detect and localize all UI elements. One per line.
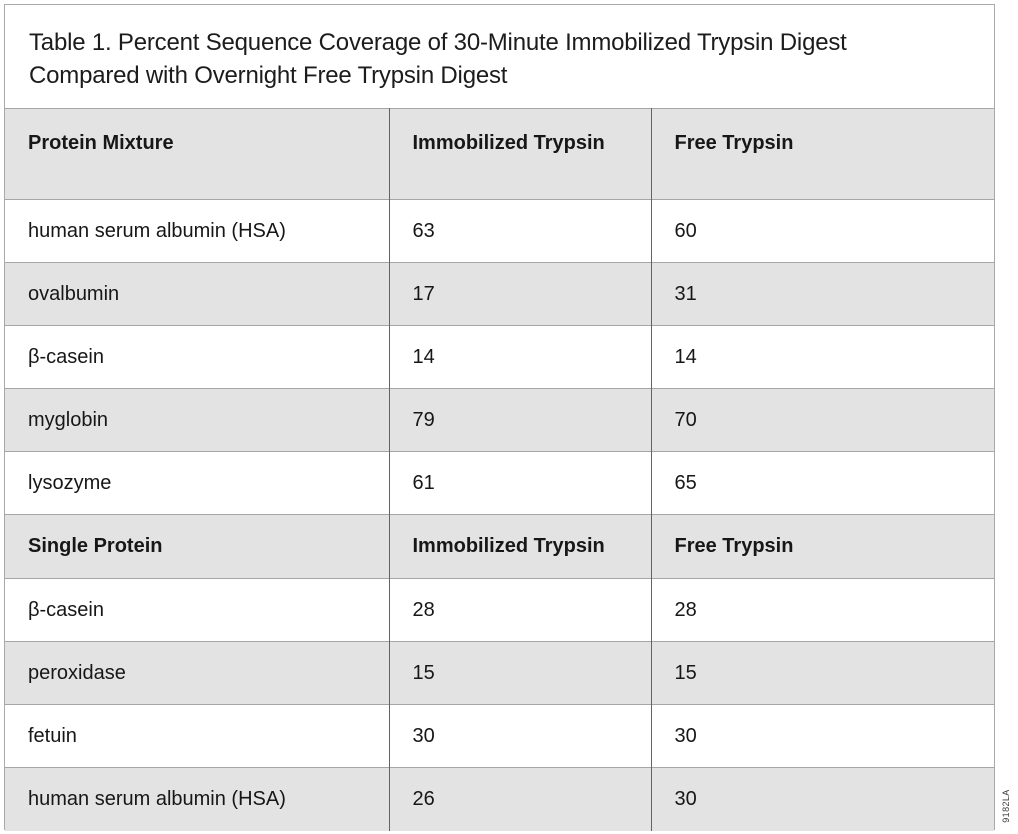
cell-free-value: 15: [674, 661, 697, 684]
cell-immobilized-value: 17: [389, 262, 652, 326]
cell-protein: myglobin: [5, 388, 390, 452]
table-row: peroxidase 15 15: [5, 641, 994, 705]
cell-immobilized-value: 30: [389, 704, 652, 768]
sequence-coverage-table: Protein Mixture Immobilized Trypsin Free…: [5, 108, 994, 831]
table-row: β-casein 14 14: [5, 325, 994, 389]
cell-immobilized-value: 14: [389, 325, 652, 389]
table-row: β-casein 28 28: [5, 578, 994, 642]
cell-protein: lysozyme: [5, 451, 390, 515]
cell-protein: fetuin: [5, 704, 390, 768]
header-row-single-protein: Single Protein Immobilized Trypsin Free …: [5, 514, 994, 579]
table-row: myglobin 79 70: [5, 388, 994, 452]
header-row-protein-mixture: Protein Mixture Immobilized Trypsin Free…: [5, 108, 994, 200]
column-header-single-protein: Single Protein: [5, 514, 390, 579]
figure-id-watermark: 9182LA: [1001, 789, 1011, 823]
cell-protein: human serum albumin (HSA): [5, 199, 390, 263]
cell-immobilized-value: 63: [389, 199, 652, 263]
cell-free-value: 31: [674, 282, 697, 305]
cell-immobilized-value: 26: [389, 767, 652, 831]
cell-protein: ovalbumin: [5, 262, 390, 326]
column-header-immobilized-trypsin: Immobilized Trypsin: [389, 108, 652, 200]
cell-protein: β-casein: [5, 325, 390, 389]
table-row: fetuin 30 30: [5, 704, 994, 768]
cell-free-value: 60: [674, 219, 697, 242]
cell-protein: human serum albumin (HSA): [5, 767, 390, 831]
table-row: ovalbumin 17 31: [5, 262, 994, 326]
table-row: lysozyme 61 65: [5, 451, 994, 515]
cell-immobilized-value: 28: [389, 578, 652, 642]
cell-free-value: 70: [674, 408, 697, 431]
column-header-free-trypsin: Free Trypsin: [674, 132, 794, 154]
cell-protein: β-casein: [5, 578, 390, 642]
cell-free-value: 28: [674, 598, 697, 621]
column-header-free-trypsin: Free Trypsin: [674, 535, 794, 557]
column-header-protein-mixture: Protein Mixture: [5, 108, 390, 200]
cell-free-value: 30: [674, 787, 697, 810]
cell-free-value: 14: [674, 345, 697, 368]
cell-immobilized-value: 79: [389, 388, 652, 452]
table-row: human serum albumin (HSA) 63 60: [5, 199, 994, 263]
table-row: human serum albumin (HSA) 26 30: [5, 767, 994, 831]
table-frame: Table 1. Percent Sequence Coverage of 30…: [4, 4, 995, 831]
table-title: Table 1. Percent Sequence Coverage of 30…: [29, 29, 847, 89]
cell-immobilized-value: 61: [389, 451, 652, 515]
cell-protein: peroxidase: [5, 641, 390, 705]
cell-immobilized-value: 15: [389, 641, 652, 705]
title-area: Table 1. Percent Sequence Coverage of 30…: [5, 5, 994, 108]
cell-free-value: 65: [674, 471, 697, 494]
cell-free-value: 30: [674, 724, 697, 747]
column-header-immobilized-trypsin: Immobilized Trypsin: [389, 514, 652, 579]
